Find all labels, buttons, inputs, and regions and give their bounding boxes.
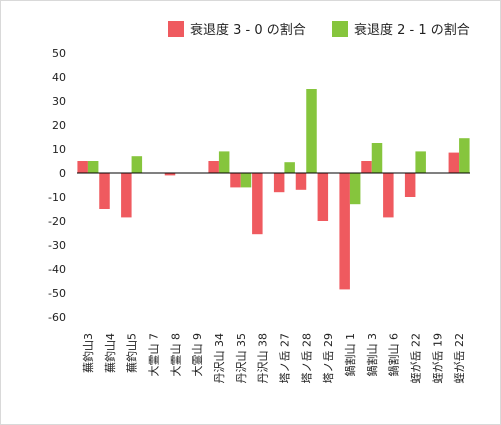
- y-tick-label: 50: [52, 47, 66, 60]
- x-tick-label: 蛭が岳 19: [430, 333, 444, 384]
- x-tick-label: 蕪釣山4: [103, 333, 117, 373]
- bar-series-1-12: [317, 173, 329, 221]
- y-tick-label: -30: [48, 239, 66, 252]
- x-tick-label: 鍋割山 3: [365, 333, 379, 377]
- x-tick-label: 塔ノ岳 28: [300, 333, 313, 384]
- x-tick-label: 塔ノ岳 29: [322, 333, 335, 384]
- x-tick-label: 蕪釣山5: [125, 333, 139, 373]
- legend-label-series-2: 衰退度 2 - 1 の割合: [354, 22, 470, 38]
- bar-series-2-3: [131, 156, 143, 173]
- legend-label-series-1: 衰退度 3 - 0 の割合: [190, 22, 306, 38]
- bars: [77, 89, 470, 290]
- bar-series-2-7: [218, 151, 230, 173]
- bar-series-2-1: [87, 161, 99, 173]
- bar-series-2-10: [284, 162, 295, 173]
- bar-series-2-18: [459, 138, 470, 173]
- bar-series-1-10: [273, 173, 285, 193]
- bar-series-1-13: [339, 173, 350, 290]
- bar-series-1-2: [99, 173, 110, 209]
- x-tick-label: 丹沢山 35: [234, 333, 248, 384]
- y-tick-label: 20: [52, 119, 66, 132]
- x-axis-labels: 蕪釣山3 蕪釣山4 蕪釣山5 大霊山 7 大霊山 8 大霊山 9 丹沢山 34 丹沢山 35 丹…: [81, 333, 466, 384]
- y-tick-label: -50: [48, 287, 66, 300]
- legend: 衰退度 3 - 0 の割合 衰退度 2 - 1 の割合: [168, 21, 470, 38]
- bar-series-2-11: [306, 89, 317, 173]
- y-tick-label: -40: [48, 263, 66, 276]
- x-tick-label: 鍋割山 1: [343, 333, 357, 377]
- bar-series-1-14: [361, 161, 372, 173]
- y-tick-label: 0: [59, 167, 66, 180]
- x-tick-label: 蛭が岳 22: [408, 333, 422, 384]
- x-tick-label: 鍋割山 6: [387, 333, 401, 377]
- y-tick-label: -60: [48, 311, 66, 324]
- bar-series-1-7: [208, 161, 219, 173]
- bar-series-1-3: [121, 173, 132, 218]
- bar-series-2-16: [415, 151, 426, 173]
- legend-swatch-series-1: [168, 21, 184, 37]
- x-tick-label: 蛭が岳 22: [452, 333, 466, 384]
- legend-swatch-series-2: [332, 21, 348, 37]
- bar-series-1-16: [404, 173, 416, 197]
- y-tick-label: 40: [52, 71, 66, 84]
- y-tick-label: -10: [48, 191, 66, 204]
- x-tick-label: 大霊山 8: [168, 333, 182, 377]
- x-tick-label: 大霊山 7: [146, 333, 160, 377]
- y-axis-ticks: 50 40 30 20 10 0 -10 -20 -30 -40 -50 -60: [48, 47, 66, 324]
- bar-series-1-8: [230, 173, 241, 188]
- bar-series-1-18: [448, 152, 460, 173]
- x-tick-label: 塔ノ岳 27: [278, 333, 291, 384]
- x-tick-label: 丹沢山 34: [212, 333, 226, 384]
- y-tick-label: 30: [52, 95, 66, 108]
- x-tick-label: 丹沢山 38: [256, 333, 270, 384]
- bar-series-1-5: [164, 173, 176, 176]
- bar-series-1-15: [383, 173, 394, 218]
- x-tick-label: 大霊山 9: [190, 333, 204, 377]
- bar-series-1-11: [295, 173, 307, 190]
- y-tick-label: -20: [48, 215, 66, 228]
- bar-series-2-8: [240, 173, 252, 188]
- bar-series-2-13: [349, 173, 361, 205]
- bar-series-1-1: [77, 161, 88, 173]
- y-tick-label: 10: [52, 143, 66, 156]
- x-tick-label: 蕪釣山3: [81, 333, 95, 373]
- bar-series-2-14: [371, 143, 383, 173]
- bar-series-1-9: [252, 173, 263, 235]
